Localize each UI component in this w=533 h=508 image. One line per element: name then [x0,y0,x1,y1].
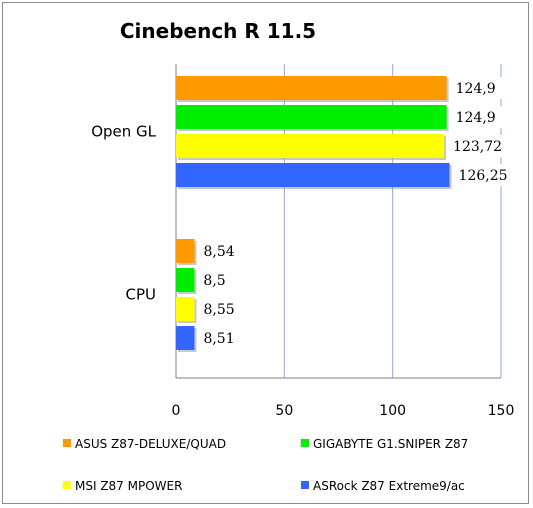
data-label-box [448,135,509,157]
bar [176,239,195,263]
bar [176,134,445,158]
bar [176,297,195,321]
plot-area: 0 50 100 150 Open GL 124,9 124,9 123,72 126,25 CP… [91,64,514,419]
data-label: 8,5 [203,273,225,289]
x-tick-label: 50 [275,403,293,419]
data-label: 126,25 [459,168,508,184]
category-label: CPU [126,286,157,304]
x-tick-label: 0 [172,403,181,419]
legend-label: ASRock Z87 Extreme9/ac [313,479,465,493]
legend-swatch [63,439,71,447]
legend: ASUS Z87-DELUXE/QUAD GIGABYTE G1.SNIPER Z… [63,437,468,493]
category-label: Open GL [91,123,156,141]
x-tick-label: 100 [379,403,406,419]
data-label: 124,9 [456,81,496,97]
bar [176,105,447,129]
legend-swatch [301,481,309,489]
data-label: 8,51 [203,331,234,347]
legend-swatch [301,439,309,447]
legend-label: ASUS Z87-DELUXE/QUAD [75,437,226,451]
legend-label: MSI Z87 MPOWER [75,479,182,493]
data-label: 8,55 [204,302,235,318]
data-label: 124,9 [456,110,496,126]
data-label-box [453,164,514,186]
bar [176,268,195,292]
data-label-box [198,298,243,320]
data-label: 123,72 [453,139,502,155]
bar [176,326,195,350]
data-label-box [450,77,503,99]
data-label-box [198,269,234,291]
data-label-box [198,327,243,349]
data-label-box [198,240,243,262]
legend-label: GIGABYTE G1.SNIPER Z87 [313,437,468,451]
bar [176,76,447,100]
x-tick-label: 150 [488,403,515,419]
legend-swatch [63,481,71,489]
bar [176,163,450,187]
chart-title: Cinebench R 11.5 [120,19,316,43]
data-label-box [450,106,503,128]
data-label: 8,54 [204,244,235,260]
